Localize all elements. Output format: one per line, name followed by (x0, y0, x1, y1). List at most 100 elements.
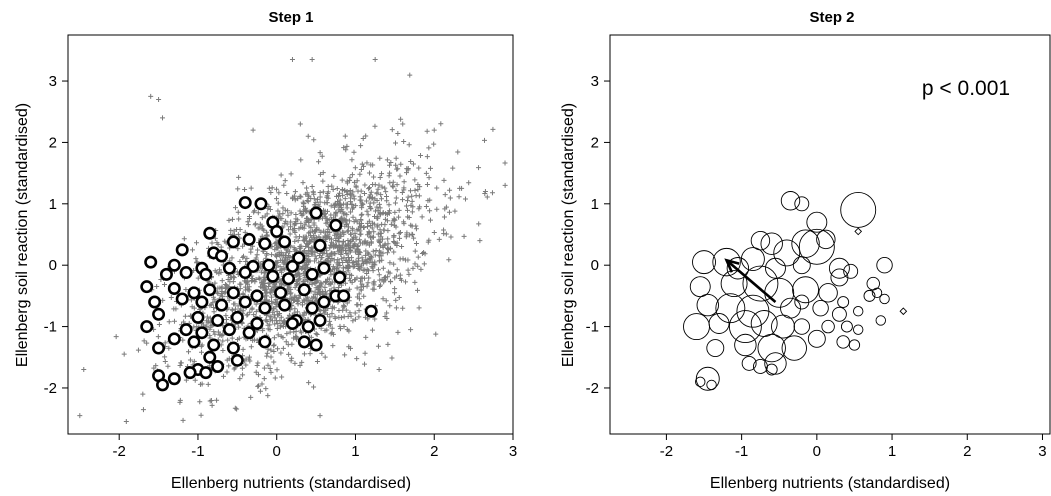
plus-point (325, 232, 331, 238)
bubble-point (715, 293, 746, 324)
plus-point (255, 247, 261, 253)
plus-point (297, 208, 303, 214)
plus-point (379, 184, 385, 190)
sample-circle (278, 235, 292, 249)
plus-point (291, 222, 297, 228)
sample-circle (285, 317, 299, 331)
plus-point (328, 281, 334, 287)
plus-point (344, 205, 350, 211)
plus-point (225, 337, 231, 343)
plus-point (359, 255, 365, 261)
plus-point (400, 121, 406, 127)
plus-point (385, 236, 391, 242)
plus-point (293, 328, 299, 334)
plus-point (263, 290, 269, 296)
x-tick-label: 2 (430, 443, 438, 460)
x-tick-label: 3 (1038, 443, 1046, 460)
plus-point (387, 162, 393, 168)
plus-point (344, 212, 350, 218)
plus-point (274, 186, 280, 192)
plus-point (379, 236, 385, 242)
plus-point (256, 275, 262, 281)
plus-point (369, 327, 375, 333)
sample-circle (230, 310, 244, 324)
plus-point (320, 189, 326, 195)
plus-point (346, 264, 352, 270)
bubble-point (871, 287, 883, 299)
plus-point (462, 196, 468, 202)
plus-point (337, 233, 343, 239)
plus-point (348, 345, 354, 351)
plus-point (141, 338, 147, 344)
plus-point (352, 277, 358, 283)
plus-point (375, 267, 381, 273)
plus-point (268, 290, 274, 296)
plus-point (351, 193, 357, 199)
bubble-point (853, 324, 864, 335)
plus-point (250, 337, 256, 343)
plus-point (375, 343, 381, 349)
plus-point (231, 301, 237, 307)
sample-circle (285, 259, 299, 273)
plus-point (292, 197, 298, 203)
bubble-point (794, 196, 810, 212)
plus-point (368, 256, 374, 262)
x-tick-label: -2 (660, 443, 673, 460)
plus-point (358, 212, 364, 218)
plus-point (306, 230, 312, 236)
plus-point (350, 318, 356, 324)
plus-point (356, 296, 362, 302)
plus-point (311, 196, 317, 202)
plus-point (365, 220, 371, 226)
plus-point (265, 393, 271, 399)
plus-point (484, 194, 490, 200)
plus-point (357, 237, 363, 243)
plus-point (391, 234, 397, 240)
plus-point (301, 297, 307, 303)
step2-title: Step 2 (809, 9, 854, 26)
sample-circle (242, 232, 256, 246)
plus-point (235, 303, 241, 309)
plus-point (248, 344, 254, 350)
plus-point (299, 212, 305, 218)
plus-point (364, 260, 370, 266)
plus-point (289, 57, 295, 63)
plus-point (393, 188, 399, 194)
plus-point (319, 215, 325, 221)
plus-point (236, 335, 242, 341)
plus-point (278, 314, 284, 320)
plus-point (384, 212, 390, 218)
bubble-point (712, 247, 741, 277)
plus-point (144, 340, 150, 346)
plus-point (278, 281, 284, 287)
plus-point (408, 158, 414, 164)
plus-point (359, 200, 365, 206)
plus-point (315, 278, 321, 284)
plus-point (390, 179, 396, 185)
plus-point (416, 165, 422, 171)
plus-point (324, 216, 330, 222)
plus-point (325, 191, 331, 197)
plus-point (287, 295, 293, 301)
plus-point (308, 225, 314, 231)
plus-point (328, 203, 334, 209)
plus-point (285, 286, 291, 292)
plus-point (380, 210, 386, 216)
plus-point (364, 271, 370, 277)
sample-circle (258, 301, 272, 315)
plus-point (351, 149, 357, 155)
plus-point (324, 248, 330, 254)
plus-point (393, 195, 399, 201)
plus-point (279, 374, 285, 380)
plus-point (341, 323, 347, 329)
plus-point (397, 173, 403, 179)
plus-point (329, 325, 335, 331)
bubble-point (726, 257, 750, 280)
plus-point (354, 356, 360, 362)
plus-point (325, 183, 331, 189)
plus-point (441, 214, 447, 220)
plus-point (372, 123, 378, 129)
sample-circle (199, 366, 213, 380)
plus-point (322, 354, 328, 360)
